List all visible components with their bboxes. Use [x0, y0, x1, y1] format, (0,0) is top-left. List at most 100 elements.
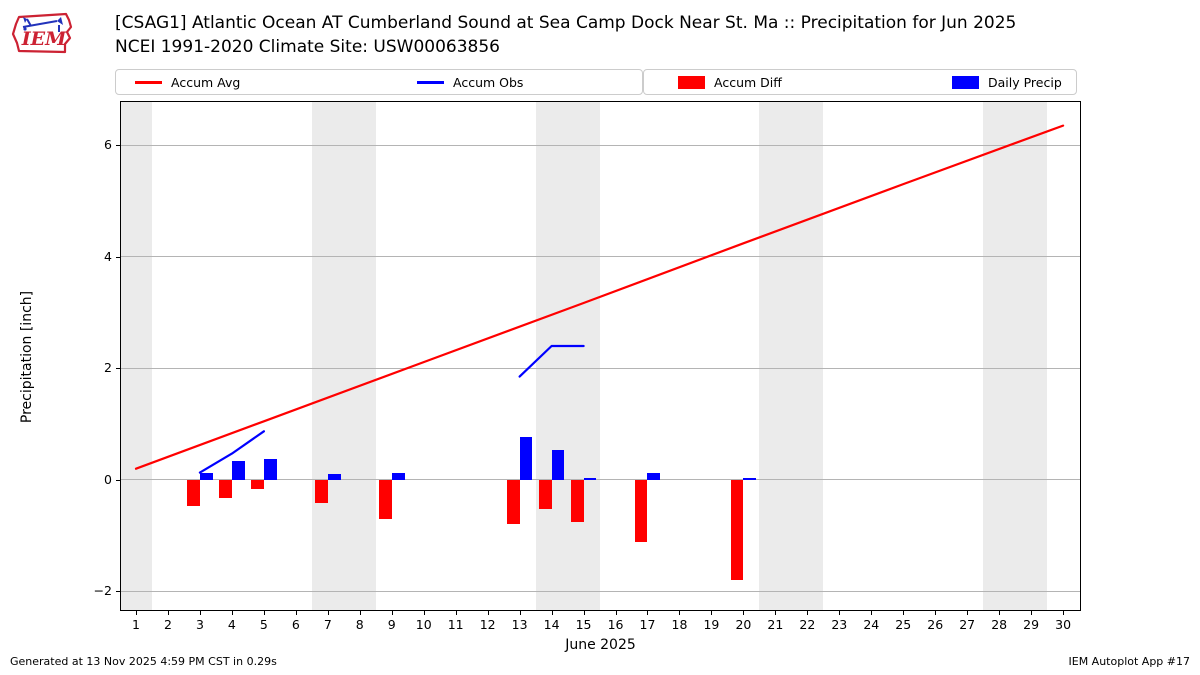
- x-tick-label: 15: [575, 617, 592, 632]
- x-tick: [647, 611, 649, 615]
- daily-precip-bar: [519, 436, 533, 480]
- daily-precip-bar: [263, 458, 277, 480]
- x-tick-label: 5: [259, 617, 268, 632]
- accum-diff-bar: [730, 479, 744, 581]
- y-gridline: [120, 479, 1081, 481]
- x-tick: [999, 611, 1001, 615]
- x-tick-label: 6: [291, 617, 300, 632]
- daily-precip-bar: [199, 472, 213, 480]
- x-tick: [519, 611, 521, 615]
- chart-title-line2: NCEI 1991-2020 Climate Site: USW00063856: [115, 37, 500, 57]
- accum-diff-bar: [634, 479, 648, 543]
- footer-generated-text: Generated at 13 Nov 2025 4:59 PM CST in …: [10, 655, 277, 668]
- x-tick: [711, 611, 713, 615]
- legend-entry-accum-diff: Accum Diff: [678, 69, 782, 95]
- x-tick: [1063, 611, 1065, 615]
- accum-lines-layer: [134, 124, 1065, 474]
- accum-obs-line: [518, 344, 585, 378]
- x-tick: [583, 611, 585, 615]
- legend-box-lines: [115, 69, 643, 95]
- x-tick: [455, 611, 457, 615]
- legend-box-bars: [643, 69, 1077, 95]
- x-tick: [231, 611, 233, 615]
- y-tick: [116, 591, 120, 593]
- y-tick: [116, 256, 120, 258]
- y-tick: [116, 479, 120, 481]
- legend-entry-accum-avg: Accum Avg: [135, 69, 240, 95]
- x-tick: [871, 611, 873, 615]
- x-tick-label: 13: [511, 617, 528, 632]
- weather-vane-icon: [22, 17, 63, 32]
- x-tick: [743, 611, 745, 615]
- x-tick: [839, 611, 841, 615]
- y-tick: [116, 368, 120, 370]
- x-tick-label: 28: [991, 617, 1008, 632]
- x-tick-label: 7: [323, 617, 332, 632]
- x-tick: [167, 611, 169, 615]
- legend-label: Accum Diff: [714, 74, 782, 90]
- x-tick-label: 27: [959, 617, 976, 632]
- y-tick-label: 0: [104, 471, 112, 487]
- daily-precip-bar: [231, 460, 245, 480]
- x-tick: [359, 611, 361, 615]
- weekend-shading-band: [311, 101, 376, 611]
- x-tick-label: 19: [703, 617, 720, 632]
- accum-diff-patch-swatch: [678, 75, 705, 89]
- x-tick-label: 12: [479, 617, 496, 632]
- x-tick-label: 2: [163, 617, 172, 632]
- x-tick-label: 23: [831, 617, 848, 632]
- x-tick-label: 20: [735, 617, 752, 632]
- y-tick-label: −2: [93, 583, 112, 599]
- y-tick-label: 4: [104, 248, 112, 264]
- x-tick-label: 10: [415, 617, 432, 632]
- x-tick: [327, 611, 329, 615]
- iowa-outline-icon: [11, 12, 73, 54]
- accum-diff-bar: [538, 479, 552, 509]
- weekend-shading-band: [120, 101, 152, 611]
- x-tick-label: 30: [1055, 617, 1072, 632]
- accum-diff-bar: [251, 479, 264, 489]
- accum-obs-line: [198, 430, 265, 474]
- daily-precip-patch-swatch: [952, 75, 979, 89]
- y-tick-label: 6: [104, 137, 112, 153]
- y-gridline: [120, 590, 1081, 592]
- logo-text: IEM: [21, 28, 67, 50]
- legend-label: Accum Obs: [453, 74, 524, 90]
- x-tick-label: 24: [863, 617, 880, 632]
- x-tick-label: 25: [895, 617, 912, 632]
- x-tick: [135, 611, 137, 615]
- x-tick-label: 8: [355, 617, 364, 632]
- x-tick: [391, 611, 393, 615]
- accum-obs-line-swatch: [417, 80, 444, 84]
- x-tick: [807, 611, 809, 615]
- accum-avg-line-swatch: [135, 80, 162, 84]
- chart-title-line1: [CSAG1] Atlantic Ocean AT Cumberland Sou…: [115, 13, 1017, 33]
- x-tick-label: 14: [543, 617, 560, 632]
- x-tick-label: 29: [1023, 617, 1040, 632]
- accum-diff-bar: [315, 479, 328, 504]
- x-tick: [1031, 611, 1033, 615]
- daily-precip-bar: [391, 473, 405, 480]
- legend-label: Accum Avg: [171, 74, 241, 90]
- x-tick: [551, 611, 553, 615]
- legend-entry-accum-obs: Accum Obs: [417, 69, 523, 95]
- x-tick-label: 3: [195, 617, 204, 632]
- daily-precip-bar: [743, 478, 757, 480]
- x-tick: [487, 611, 489, 615]
- x-tick-label: 4: [227, 617, 236, 632]
- x-tick: [967, 611, 969, 615]
- x-tick: [423, 611, 425, 615]
- daily-precip-bar: [551, 450, 565, 480]
- legend-entry-daily-precip: Daily Precip: [952, 69, 1062, 95]
- legend-label: Daily Precip: [988, 74, 1062, 90]
- x-axis-title: June 2025: [565, 637, 636, 653]
- x-tick: [199, 611, 201, 615]
- y-tick: [116, 145, 120, 147]
- accum-diff-bar: [187, 479, 200, 506]
- y-gridline: [120, 367, 1081, 369]
- accum-diff-bar: [378, 479, 392, 519]
- plot-area: [120, 101, 1081, 611]
- y-gridline: [120, 144, 1081, 146]
- accum-diff-bar: [570, 479, 584, 523]
- x-tick-label: 18: [671, 617, 688, 632]
